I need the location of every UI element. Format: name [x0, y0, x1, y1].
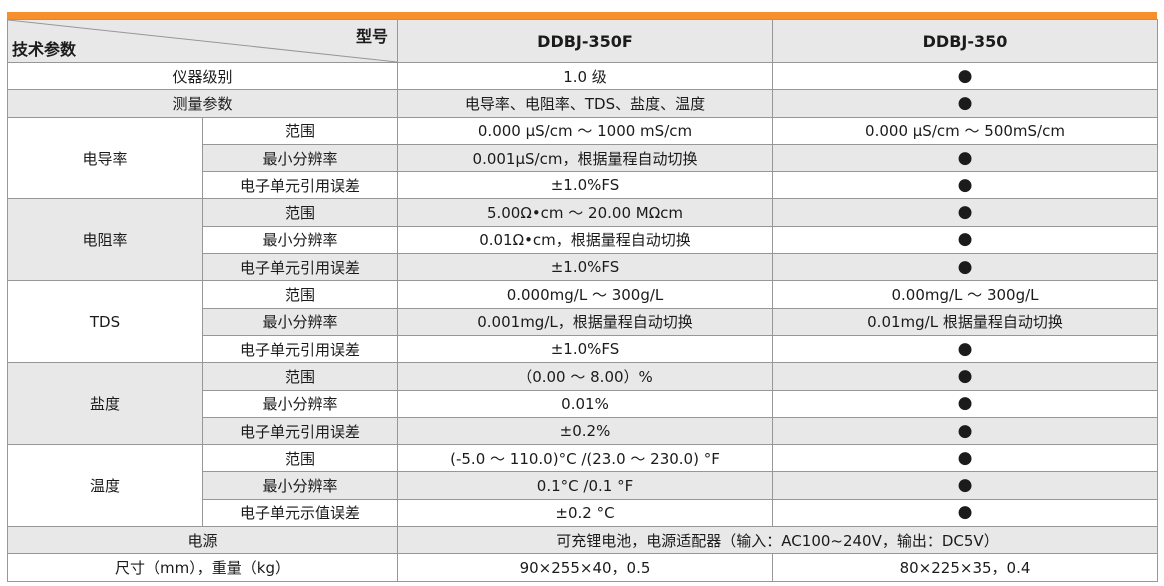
table-row: 温度 范围 (-5.0 ～ 110.0)°C /(23.0 ～ 230.0) °F ●: [7, 444, 1158, 528]
table-row: 测量参数 电导率、电阻率、TDS、盐度、温度 ●: [7, 89, 1158, 118]
availability-dot: ●: [772, 198, 1158, 227]
value-cell: ±1.0%FS: [397, 171, 773, 200]
availability-dot: ●: [772, 225, 1158, 255]
sub-param-label-cell: 最小分辨率: [202, 307, 398, 336]
param-label-cell: 尺寸（mm），重量（kg）: [7, 553, 398, 582]
table-row: 电阻率 范围 5.00Ω•cm ～ 20.00 MΩcm ●: [7, 198, 1158, 282]
sub-param-label-cell: 最小分辨率: [202, 471, 398, 500]
availability-dot: ●: [772, 61, 1158, 91]
value-cell: 电导率、电阻率、TDS、盐度、温度: [397, 89, 773, 118]
value-cell: ±1.0%FS: [397, 253, 773, 282]
value-cell: 0.001μS/cm，根据量程自动切换: [397, 143, 773, 173]
sub-param-label-cell: 最小分辨率: [202, 389, 398, 418]
sub-param-label-cell: 范围: [202, 444, 398, 473]
sub-param-label-cell: 电子单元引用误差: [202, 253, 398, 282]
availability-dot: ●: [772, 89, 1158, 118]
table-row: 电子单元引用误差 ±1.0%FS ●: [8, 334, 1158, 364]
value-cell: ±0.2 °C: [397, 498, 773, 528]
availability-dot: ●: [772, 444, 1158, 473]
model-column-header-ddbj-350: DDBJ-350: [772, 19, 1158, 63]
table-row: 尺寸（mm），重量（kg） 90×255×40，0.5 80×225×35，0.4: [7, 553, 1158, 582]
diagonal-divider-line: [8, 20, 397, 62]
sub-param-label-cell: 电子单元示值误差: [202, 498, 398, 528]
availability-dot: ●: [772, 416, 1158, 446]
availability-dot: ●: [772, 471, 1158, 500]
accent-bar: [7, 12, 1157, 19]
value-cell: 0.001mg/L，根据量程自动切换: [397, 307, 773, 336]
value-cell: 80×225×35，0.4: [772, 553, 1158, 582]
table-row: 仪器级别 1.0 级 ●: [7, 61, 1158, 91]
availability-dot: ●: [772, 143, 1158, 173]
availability-dot: ●: [772, 362, 1158, 391]
param-group-cell: 盐度: [7, 362, 203, 446]
param-group-cell: 温度: [7, 444, 203, 528]
value-cell: 0.01Ω•cm，根据量程自动切换: [397, 225, 773, 255]
sub-param-label-cell: 最小分辨率: [202, 143, 398, 173]
sub-param-label-cell: 电子单元引用误差: [202, 416, 398, 446]
table-row: 最小分辨率 0.01% ●: [8, 389, 1158, 418]
availability-dot: ●: [772, 498, 1158, 528]
param-group-cell: 电阻率: [7, 198, 203, 282]
value-cell: 0.000 μS/cm ～ 500mS/cm: [772, 116, 1158, 145]
value-cell: 0.000 μS/cm ～ 1000 mS/cm: [397, 116, 773, 145]
value-cell: 5.00Ω•cm ～ 20.00 MΩcm: [397, 198, 773, 227]
header-model-label: 型号: [355, 27, 388, 46]
availability-dot: ●: [772, 253, 1158, 282]
spec-table-body: 仪器级别 1.0 级 ● 测量参数 电导率、电阻率、TDS、盐度、温度 ● 电导率 范围 0.0…: [7, 61, 1158, 582]
table-row: 电源 可充锂电池，电源适配器（输入：AC100~240V，输出：DC5V）: [7, 526, 1158, 555]
value-cell: ±1.0%FS: [397, 334, 773, 364]
param-label-cell: 电源: [7, 526, 398, 555]
sub-param-label-cell: 范围: [202, 362, 398, 391]
header-tech-params-label: 技术参数: [12, 40, 77, 59]
availability-dot: ●: [772, 171, 1158, 200]
table-row: TDS 范围 0.000mg/L ～ 300g/L 0.00mg/L ～ 300g/L: [7, 280, 1158, 364]
param-label-cell: 仪器级别: [7, 61, 398, 91]
table-row: 最小分辨率 0.001mg/L，根据量程自动切换 0.01mg/L 根据量程自动切换: [8, 307, 1158, 336]
table-row: 盐度 范围 （0.00 ～ 8.00）% ●: [7, 362, 1158, 446]
diagonal-header-cell: 型号 技术参数: [7, 19, 398, 63]
table-row: 电子单元引用误差 ±1.0%FS ●: [8, 253, 1158, 282]
spec-table: 型号 技术参数 DDBJ-350F DDBJ-350 仪器级别 1.0 级 ● 测量参…: [7, 19, 1158, 582]
value-cell: 90×255×40，0.5: [397, 553, 773, 582]
table-row: 电导率 范围 0.000 μS/cm ～ 1000 mS/cm 0.000 μS/cm…: [7, 116, 1158, 200]
header-row: 型号 技术参数 DDBJ-350F DDBJ-350: [7, 19, 1158, 63]
availability-dot: ●: [772, 389, 1158, 418]
sub-param-label-cell: 范围: [202, 198, 398, 227]
value-cell: 1.0 级: [397, 61, 773, 91]
table-row: 最小分辨率 0.1°C /0.1 °F ●: [8, 471, 1158, 500]
value-cell: 0.000mg/L ～ 300g/L: [397, 280, 773, 309]
model-column-header-ddbj-350f: DDBJ-350F: [397, 19, 773, 63]
value-cell: 0.1°C /0.1 °F: [397, 471, 773, 500]
value-cell: (-5.0 ～ 110.0)°C /(23.0 ～ 230.0) °F: [397, 444, 773, 473]
param-label-cell: 测量参数: [7, 89, 398, 118]
availability-dot: ●: [772, 334, 1158, 364]
value-cell: 可充锂电池，电源适配器（输入：AC100~240V，输出：DC5V）: [397, 526, 1158, 555]
value-cell: ±0.2%: [397, 416, 773, 446]
value-cell: （0.00 ～ 8.00）%: [397, 362, 773, 391]
value-cell: 0.00mg/L ～ 300g/L: [772, 280, 1158, 309]
sub-param-label-cell: 电子单元引用误差: [202, 171, 398, 200]
sub-param-label-cell: 范围: [202, 116, 398, 145]
sub-param-label-cell: 电子单元引用误差: [202, 334, 398, 364]
sub-param-label-cell: 最小分辨率: [202, 225, 398, 255]
sub-param-label-cell: 范围: [202, 280, 398, 309]
param-group-cell: 电导率: [7, 116, 203, 200]
spec-table-header: 型号 技术参数 DDBJ-350F DDBJ-350: [7, 19, 1158, 63]
value-cell: 0.01mg/L 根据量程自动切换: [772, 307, 1158, 336]
table-row: 电子单元引用误差 ±0.2% ●: [8, 416, 1158, 446]
value-cell: 0.01%: [397, 389, 773, 418]
param-group-cell: TDS: [7, 280, 203, 364]
